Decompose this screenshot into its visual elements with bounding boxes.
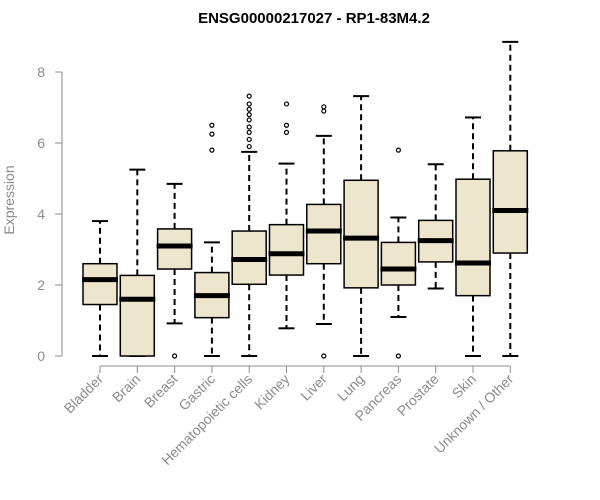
x-tick-label: Breast [141, 371, 181, 411]
outlier-point [395, 147, 401, 153]
outlier-point [172, 353, 178, 359]
iqr-box [343, 179, 379, 289]
box-unknown-other [492, 40, 529, 357]
box-bladder [82, 220, 118, 357]
iqr-box [156, 228, 193, 270]
box-prostate [417, 163, 454, 290]
x-tick-label: Prostate [394, 371, 442, 419]
iqr-box [380, 241, 417, 286]
x-tick-label: Skin [449, 371, 480, 402]
boxes-group [82, 40, 529, 359]
box-skin [455, 116, 491, 357]
iqr-box [82, 262, 118, 306]
iqr-box [306, 203, 342, 265]
box-breast [156, 182, 193, 359]
outlier-point [246, 111, 252, 118]
iqr-box [268, 223, 305, 276]
box-liver [305, 104, 342, 359]
outlier-point [246, 101, 252, 107]
iqr-box [455, 178, 491, 297]
box-brain [119, 168, 156, 357]
outlier-point [283, 129, 290, 135]
outlier-point [246, 124, 252, 130]
iqr-box [492, 150, 529, 254]
y-axis-label: Expression [1, 165, 17, 234]
chart-title: ENSG00000217027 - RP1-83M4.2 [198, 10, 430, 27]
outlier-point [246, 129, 252, 135]
outlier-point [283, 122, 290, 128]
box-hematopoietic-cells [231, 93, 268, 357]
y-tick-label: 2 [37, 277, 45, 293]
y-tick-label: 0 [37, 348, 45, 364]
outlier-point [209, 122, 215, 128]
x-tick-label: Bladder [61, 371, 107, 417]
box-pancreas [380, 147, 417, 359]
outlier-point [321, 353, 327, 359]
iqr-box [119, 274, 156, 357]
y-tick-label: 8 [37, 64, 45, 80]
x-tick-label: Brain [109, 371, 143, 405]
outlier-point [246, 143, 252, 150]
outlier-point [321, 104, 327, 110]
y-tick-label: 4 [37, 206, 45, 222]
outlier-point [209, 131, 215, 137]
box-kidney [268, 101, 305, 330]
box-lung [343, 95, 380, 357]
box-gastric [193, 122, 230, 357]
outlier-point [395, 353, 401, 359]
outlier-point [246, 117, 252, 123]
outlier-point [246, 93, 252, 99]
x-tick-label: Kidney [251, 371, 293, 413]
outlier-point [209, 147, 215, 153]
x-tick-label: Lung [334, 371, 367, 404]
y-tick-label: 6 [37, 135, 45, 151]
outlier-point [321, 108, 327, 114]
outlier-point [246, 106, 252, 112]
outlier-point [283, 101, 290, 107]
outlier-point [246, 136, 252, 143]
x-tick-label: Liver [297, 371, 330, 404]
